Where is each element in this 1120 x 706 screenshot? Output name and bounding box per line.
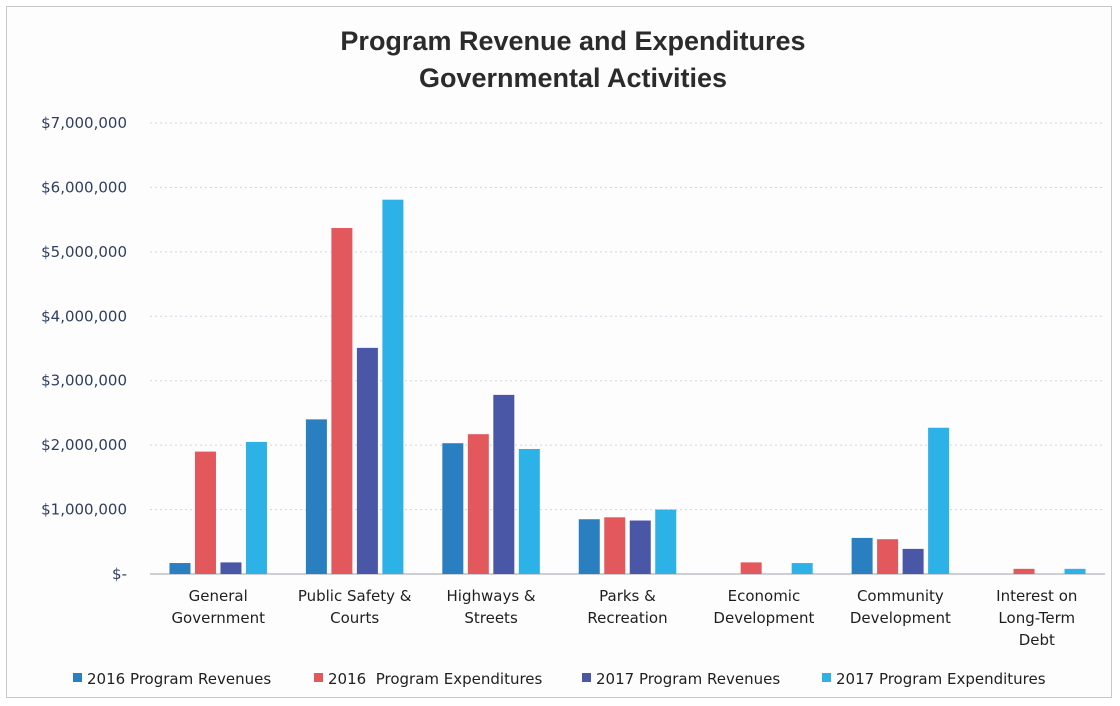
y-tick-label: $5,000,000	[41, 243, 127, 261]
y-tick-label: $3,000,000	[41, 372, 127, 390]
y-tick-label: $-	[112, 565, 127, 583]
legend-label: 2016 Program Revenues	[87, 670, 271, 688]
chart-title-line-2: Governmental Activities	[419, 63, 727, 93]
chart-frame	[6, 6, 1112, 698]
x-tick-label: Community	[857, 587, 944, 605]
x-tick-label: Development	[713, 609, 814, 627]
bar	[442, 443, 464, 574]
x-tick-label: Courts	[330, 609, 379, 627]
bar	[194, 451, 216, 574]
y-tick-label: $2,000,000	[41, 436, 127, 454]
legend-swatch	[314, 673, 323, 682]
x-tick-label: Long-Term	[998, 609, 1075, 627]
y-tick-label: $1,000,000	[41, 501, 127, 519]
x-tick-label: General	[189, 587, 248, 605]
x-tick-label: Development	[850, 609, 951, 627]
legend-swatch	[73, 673, 82, 682]
bar	[604, 517, 626, 574]
bar	[518, 449, 540, 574]
bar	[1064, 568, 1086, 574]
x-tick-label: Economic	[728, 587, 801, 605]
legend-label: 2017 Program Revenues	[596, 670, 780, 688]
y-tick-label: $7,000,000	[41, 114, 127, 132]
bar	[1013, 568, 1035, 574]
bar	[928, 427, 950, 574]
bar	[493, 394, 515, 574]
legend-swatch	[582, 673, 591, 682]
x-tick-label: Streets	[464, 609, 518, 627]
y-tick-label: $4,000,000	[41, 307, 127, 325]
bar	[220, 562, 242, 574]
legend-swatch	[822, 673, 831, 682]
x-tick-label: Public Safety &	[298, 587, 412, 605]
x-tick-label: Parks &	[599, 587, 656, 605]
bar	[877, 539, 899, 574]
bar	[331, 228, 353, 575]
x-tick-label: Interest on	[996, 587, 1077, 605]
x-tick-label: Debt	[1019, 631, 1055, 649]
x-tick-label: Government	[171, 609, 265, 627]
bar	[382, 199, 404, 575]
bar	[902, 548, 924, 574]
bar	[356, 347, 378, 574]
bar	[169, 563, 191, 574]
bar	[655, 509, 677, 574]
bar	[791, 563, 813, 574]
bar	[740, 562, 762, 574]
bar	[245, 441, 267, 574]
chart-title-line-1: Program Revenue and Expenditures	[340, 26, 805, 56]
bar	[578, 519, 600, 574]
y-tick-label: $6,000,000	[41, 178, 127, 196]
bar	[851, 537, 873, 574]
x-tick-label: Recreation	[587, 609, 667, 627]
legend-label: 2017 Program Expenditures	[836, 670, 1046, 688]
bar	[467, 434, 489, 574]
bar	[629, 520, 651, 574]
legend-label: 2016 Program Expenditures	[328, 670, 543, 688]
bar	[305, 419, 327, 574]
x-tick-label: Highways &	[447, 587, 536, 605]
